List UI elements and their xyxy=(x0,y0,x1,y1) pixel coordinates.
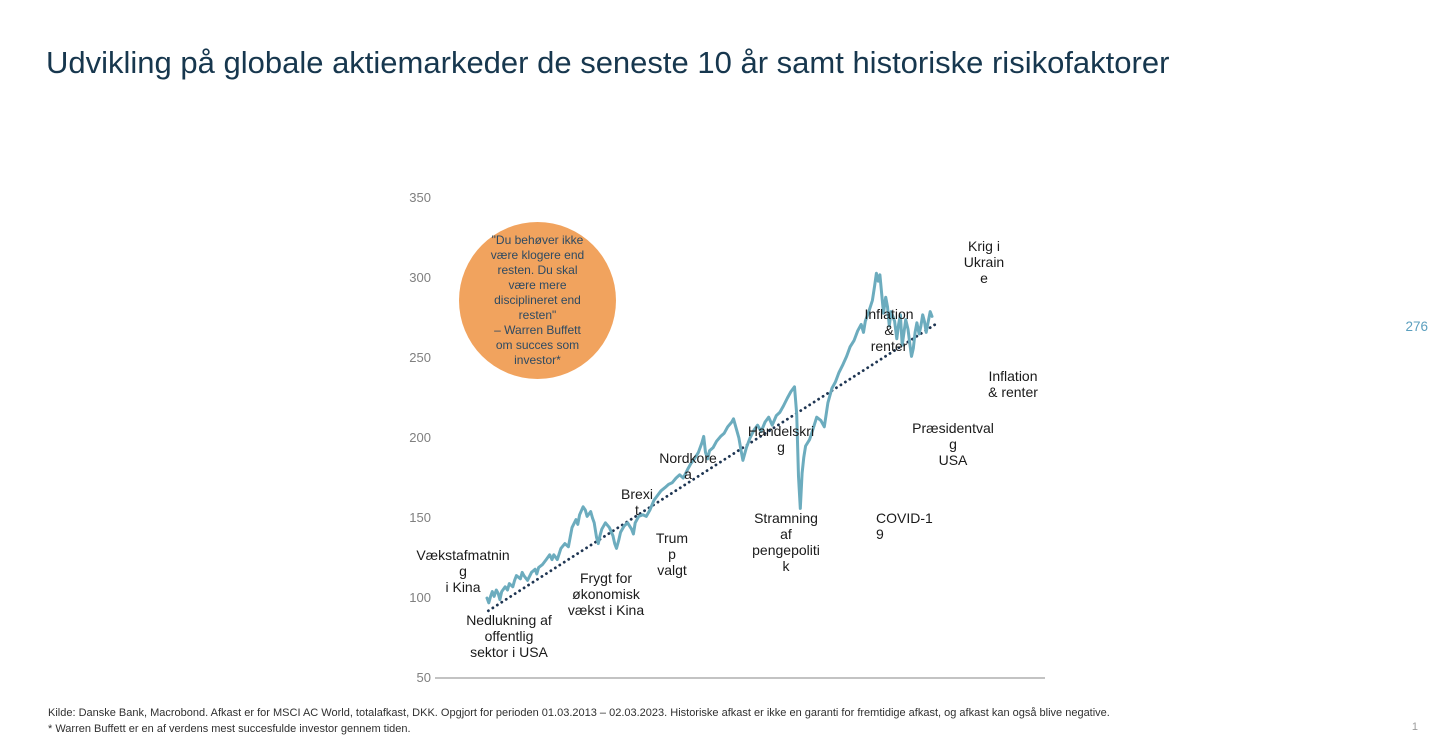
chart-annotation-7: Stramning af pengepoliti k xyxy=(752,510,820,574)
msci-ac-world-line xyxy=(485,271,934,605)
chart-annotation-4: Trum p valgt xyxy=(655,530,689,578)
chart-annotation-5: Nordkore a xyxy=(659,450,717,482)
chart-annotation-11: Inflation & renter xyxy=(988,368,1038,400)
footnote-line-1: Kilde: Danske Bank, Macrobond. Afkast er… xyxy=(48,707,1110,719)
y-tick-label-300: 300 xyxy=(409,270,431,285)
y-tick-label-350: 350 xyxy=(409,190,431,205)
quote-text: "Du behøver ikke være klogere end resten… xyxy=(490,233,585,367)
y-tick-label-100: 100 xyxy=(409,590,431,605)
y-tick-label-50: 50 xyxy=(416,670,431,685)
chart-annotation-9: Inflation & renter xyxy=(864,306,914,354)
right-margin-page-marker: 276 xyxy=(1405,319,1428,334)
chart-annotation-3: Brexi t xyxy=(621,486,653,518)
trend-dotted-line xyxy=(486,321,940,613)
chart-annotation-0: Vækstafmatnin g i Kina xyxy=(416,547,510,595)
chart-annotation-2: Frygt for økonomisk vækst i Kina xyxy=(567,570,645,618)
chart-annotation-6: Handelskri g xyxy=(747,423,815,455)
slide-page-number: 1 xyxy=(1411,721,1418,733)
footnote-line-2: * Warren Buffett er en af verdens mest s… xyxy=(48,722,411,735)
chart-annotation-12: Præsidentval g USA xyxy=(912,420,994,468)
y-tick-label-150: 150 xyxy=(409,510,431,525)
chart-annotation-1: Nedlukning af offentlig sektor i USA xyxy=(466,612,552,660)
source-footnote: Kilde: Danske Bank, Macrobond. Afkast er… xyxy=(48,706,1348,737)
warren-buffett-quote-bubble: "Du behøver ikke være klogere end resten… xyxy=(459,222,616,379)
y-tick-label-200: 200 xyxy=(409,430,431,445)
y-tick-label-250: 250 xyxy=(409,350,431,365)
chart-annotation-8: COVID-1 9 xyxy=(876,510,933,542)
slide-title: Udvikling på globale aktiemarkeder de se… xyxy=(46,44,1170,80)
chart-annotation-10: Krig i Ukrain e xyxy=(963,238,1005,286)
